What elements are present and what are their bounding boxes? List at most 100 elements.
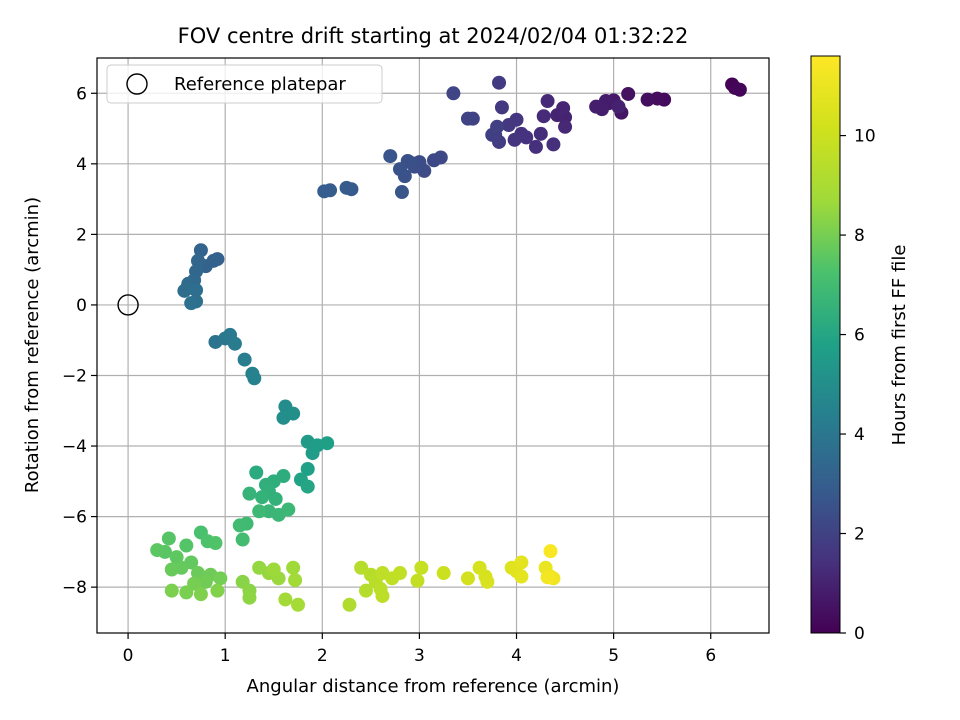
data-point [501,118,516,133]
data-point [358,583,373,598]
data-point [232,518,247,533]
data-point [300,461,315,476]
data-point [198,574,213,589]
data-point [193,243,208,258]
data-point [546,137,561,152]
data-point [410,573,425,588]
data-point [235,532,250,547]
data-point [281,502,296,517]
data-point [460,571,475,586]
data-point [611,99,626,114]
data-point [375,588,390,603]
x-tick-label: 0 [123,646,134,666]
reference-platepar-marker [117,294,139,316]
data-point [460,111,475,126]
data-point [494,100,509,115]
data-point [339,180,354,195]
data-point [150,543,165,558]
data-point [540,570,555,585]
x-axis-label: Angular distance from reference (arcmin) [247,676,620,697]
colorbar-ticks: 0 2 4 6 8 10 [840,127,876,644]
data-point [193,587,208,602]
x-axis-ticks: 0 1 2 3 4 5 6 [123,633,716,666]
x-tick-label: 2 [317,646,328,666]
data-point [558,119,573,134]
data-point [242,486,257,501]
colorbar-tick-label: 10 [854,127,876,147]
colorbar-tick-label: 4 [854,425,865,445]
data-point [640,92,655,107]
data-point [514,569,529,584]
plot-frame [96,57,770,634]
legend-label: Reference platepar [174,74,346,95]
y-tick-label: −4 [62,437,87,457]
chart-title: FOV centre drift starting at 2024/02/04 … [178,24,689,48]
data-point [492,75,507,90]
colorbar-tick-label: 0 [854,624,865,644]
data-point [507,132,522,147]
colorbar-gradient [810,55,841,634]
data-point [426,153,441,168]
y-tick-label: −6 [62,508,87,528]
x-tick-label: 1 [220,646,231,666]
data-point [249,465,264,480]
colorbar-tick-label: 6 [854,326,865,346]
data-point [242,590,257,605]
data-point [255,490,270,505]
colorbar-label: Hours from first FF file [889,245,910,446]
data-point [208,536,223,551]
data-point [536,109,551,124]
data-point [169,550,184,565]
data-point [540,94,555,109]
y-axis-label: Rotation from reference (arcmin) [22,197,43,493]
data-point [621,86,636,101]
data-point [392,566,407,581]
data-point [252,504,267,519]
data-point [480,574,495,589]
x-tick-label: 5 [608,646,619,666]
y-axis-ticks: −8 −6 −4 −2 0 2 4 6 [62,84,97,598]
data-point [317,184,332,199]
data-point [490,119,505,134]
data-point [436,566,451,581]
data-point [288,573,303,588]
legend-marker-open-circle [126,73,148,95]
data-point [414,560,429,575]
data-point [392,162,407,177]
y-tick-label: −8 [62,578,87,598]
x-tick-label: 6 [705,646,716,666]
y-tick-label: 4 [76,155,87,175]
data-point [247,371,262,386]
data-point [394,185,409,200]
data-point [286,406,301,421]
data-point [528,139,543,154]
data-point [266,562,281,577]
data-point [237,352,252,367]
data-point [533,126,548,141]
data-point [556,101,571,116]
y-tick-label: −2 [62,366,87,386]
data-point [383,149,398,164]
data-points [117,75,747,612]
data-point [268,491,283,506]
grid-lines [97,58,769,633]
data-point [446,86,461,101]
data-point [354,560,369,575]
data-point [732,82,747,97]
y-tick-label: 6 [76,84,87,104]
y-tick-label: 2 [76,225,87,245]
colorbar: 0 2 4 6 8 10 Hours from first FF file [810,55,910,644]
colorbar-tick-label: 2 [854,525,865,545]
data-point [189,283,204,298]
data-point [179,585,194,600]
data-point [300,479,315,494]
data-point [164,583,179,598]
x-tick-label: 3 [414,646,425,666]
data-point [278,592,293,607]
legend: Reference platepar [106,64,383,104]
data-point [320,436,335,451]
data-point [514,555,529,570]
data-point [177,283,192,298]
data-point [291,597,306,612]
